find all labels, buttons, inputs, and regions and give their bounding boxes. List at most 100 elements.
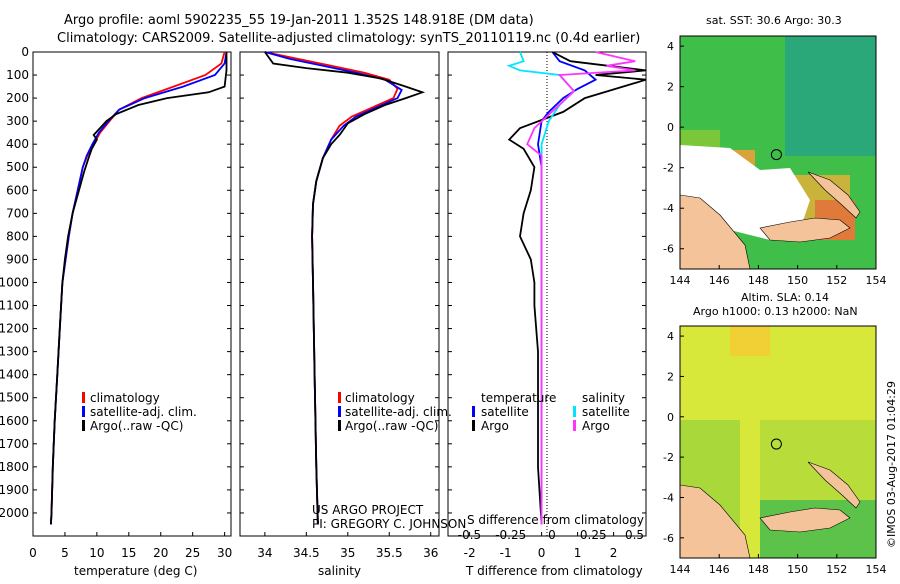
temperature-panel: [32, 51, 232, 537]
s-tick-label: -0.25: [495, 528, 526, 542]
x-tick-label: 0: [538, 546, 546, 560]
project-name: US ARGO PROJECT: [312, 503, 424, 517]
salinity-x-axis: 34 34.5 35 35.5 36: [257, 532, 438, 560]
argo-float-marker: [770, 149, 782, 161]
sla-map-axes: 144 146 148 150 152 154 4 2 0 -2 -4 -6: [663, 330, 886, 576]
legend-swatch-s-argo: [573, 420, 576, 431]
legend-swatch-climatology: [82, 392, 85, 403]
x-tick-label: 35: [340, 546, 355, 560]
map-y-tick-label: -4: [663, 491, 674, 504]
map-y-tick-label: -2: [663, 451, 674, 464]
y-tick-label: 500: [6, 160, 29, 174]
legend-label-s-satellite: satellite: [582, 405, 630, 419]
map-y-tick-label: 2: [667, 370, 674, 383]
salinity-axis-label: salinity: [318, 564, 361, 578]
temperature-axis-label: temperature (deg C): [74, 564, 197, 578]
x-tick-label: 36: [423, 546, 438, 560]
x-tick-label: 30: [217, 546, 232, 560]
land-new-ireland: [807, 171, 861, 219]
s-tick-label: -0.5: [458, 528, 481, 542]
y-tick-label: 1000: [0, 275, 29, 289]
legend-swatch-satellite: [338, 406, 341, 417]
x-tick-label: -2: [464, 546, 476, 560]
salinity-panel: [239, 51, 440, 537]
difference-legend: temperature salinity satellite Argo sate…: [472, 391, 630, 433]
map-x-tick-label: 144: [670, 274, 691, 287]
x-tick-label: 25: [185, 546, 200, 560]
argo-line: [50, 52, 228, 525]
map-y-tick-label: 2: [667, 81, 674, 94]
s-tick-label: 0: [548, 528, 556, 542]
sla-high-patch: [730, 326, 770, 356]
s-tick-label: 0.5: [625, 528, 644, 542]
project-pi: PI: GREGORY C. JOHNSON: [312, 517, 466, 531]
salinity-argo-line: [526, 51, 636, 525]
x-tick-label: 0: [29, 546, 37, 560]
figure-title-line2: Climatology: CARS2009. Satellite-adjuste…: [57, 31, 640, 46]
map-x-tick-label: 154: [866, 274, 887, 287]
map-y-tick-label: 0: [667, 411, 674, 424]
y-tick-label: 1600: [0, 414, 29, 428]
land-new-guinea: [680, 194, 751, 269]
y-tick-label: 600: [6, 183, 29, 197]
x-tick-label: 35.5: [376, 546, 403, 560]
s-difference-axis-label: S difference from climatology: [467, 513, 644, 527]
y-tick-label: 1400: [0, 368, 29, 382]
map-x-tick-label: 154: [866, 563, 887, 576]
temperature-argo-line: [507, 51, 647, 525]
y-tick-label: 1700: [0, 437, 29, 451]
x-tick-label: 20: [153, 546, 168, 560]
x-tick-label: -1: [500, 546, 512, 560]
temperature-x-axis: 0 5 10 15 20 25 30: [29, 532, 232, 560]
temperature-series: [50, 51, 228, 525]
sla-map-title: Altim. SLA: 0.14: [741, 291, 829, 304]
sla-map-frame: [679, 325, 877, 559]
y-tick-label: 1900: [0, 483, 29, 497]
map-y-tick-label: -4: [663, 202, 674, 215]
y-tick-label: 0: [21, 45, 29, 59]
salinity-legend: climatology satellite-adj. clim. Argo(..…: [338, 391, 452, 433]
legend-label-climatology: climatology: [90, 391, 160, 405]
legend-swatch-s-satellite: [573, 406, 576, 417]
y-tick-label: 1200: [0, 322, 29, 336]
difference-x-axis: -2 -1 0 1 2 -0.5 -0.25 0 0.25 0.5: [458, 528, 644, 560]
t-difference-axis-label: T difference from climatology: [465, 564, 643, 578]
legend-header-temperature: temperature: [481, 391, 556, 405]
map-x-tick-label: 146: [709, 274, 730, 287]
map-y-tick-label: -6: [663, 532, 674, 545]
legend-label-satellite: satellite-adj. clim.: [90, 405, 197, 419]
legend-swatch-t-satellite: [472, 406, 475, 417]
legend-label-argo: Argo(..raw -QC): [90, 419, 183, 433]
argo-float-marker: [770, 438, 782, 450]
map-y-tick-label: 4: [667, 330, 674, 343]
x-tick-label: 2: [610, 546, 618, 560]
map-y-tick-label: -6: [663, 243, 674, 256]
sla-mid-patch: [760, 420, 876, 500]
y-tick-label: 800: [6, 229, 29, 243]
sla-map: 144 146 148 150 152 154 4 2 0 -2 -4 -6: [663, 325, 887, 576]
legend-label-s-argo: Argo: [582, 419, 610, 433]
sla-map-subtitle: Argo h1000: 0.13 h2000: NaN: [693, 305, 858, 318]
legend-header-salinity: salinity: [582, 391, 625, 405]
y-tick-label: 200: [6, 91, 29, 105]
depth-axis: 0 100 200 300 400 500 600 700 800 900 1000 1100 1200…: [0, 45, 646, 520]
argo-line: [264, 51, 426, 525]
temperature-legend: climatology satellite-adj. clim. Argo(..…: [82, 391, 197, 433]
map-x-tick-label: 150: [787, 563, 808, 576]
y-tick-label: 1100: [0, 299, 29, 313]
land-new-britain: [759, 507, 851, 533]
legend-swatch-t-argo: [472, 420, 475, 431]
legend-swatch-argo: [82, 420, 85, 431]
y-tick-label: 900: [6, 252, 29, 266]
x-tick-label: 5: [61, 546, 69, 560]
s-tick-label: 0.25: [580, 528, 607, 542]
legend-label-t-argo: Argo: [481, 419, 509, 433]
salinity-series: [264, 51, 426, 525]
y-tick-label: 1500: [0, 391, 29, 405]
sst-cool-region: [785, 36, 876, 156]
map-x-tick-label: 152: [826, 563, 847, 576]
x-tick-label: 1: [574, 546, 582, 560]
x-tick-label: 10: [89, 546, 104, 560]
legend-label-climatology: climatology: [345, 391, 415, 405]
y-tick-label: 100: [6, 68, 29, 82]
